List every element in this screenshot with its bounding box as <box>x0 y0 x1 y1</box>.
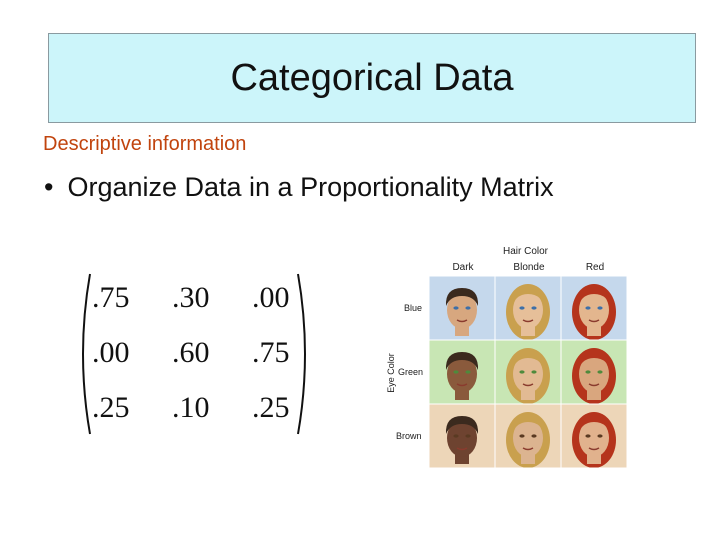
face-icon <box>429 340 495 404</box>
title-box: Categorical Data <box>48 33 696 123</box>
face-grid <box>429 276 627 468</box>
left-paren-icon <box>82 273 91 435</box>
matrix-cell: .25 <box>92 391 130 424</box>
face-portrait <box>495 404 561 468</box>
eye-color-label: Eye Color <box>386 353 396 393</box>
face-icon <box>561 404 627 468</box>
hair-eye-color-figure: Hair Color Dark Blonde Red Eye Color Blu… <box>378 244 627 476</box>
face-portrait <box>429 404 495 468</box>
face-portrait <box>561 276 627 340</box>
face-portrait <box>495 276 561 340</box>
row-label-blue: Blue <box>404 303 423 313</box>
column-label-red: Red <box>585 262 605 273</box>
face-portrait <box>429 276 495 340</box>
matrix-cell: .25 <box>252 391 290 424</box>
matrix-parentheses <box>82 273 306 435</box>
column-label-blonde: Blonde <box>513 262 545 273</box>
matrix-grid: .75 .30 .00 .00 .60 .75 .25 .10 .25 <box>92 276 322 441</box>
row-label-green: Green <box>398 367 424 377</box>
face-portrait <box>561 404 627 468</box>
matrix-cell: .60 <box>172 336 210 369</box>
face-icon <box>561 276 627 340</box>
face-portrait <box>429 340 495 404</box>
matrix-cell: .30 <box>172 281 210 314</box>
face-icon <box>561 340 627 404</box>
hair-color-label: Hair Color <box>503 246 549 257</box>
bullet-text: Organize Data in a Proportionality Matri… <box>67 172 554 202</box>
bullet-point: • Organize Data in a Proportionality Matr… <box>44 172 554 203</box>
column-label-dark: Dark <box>452 262 474 273</box>
matrix-cell: .10 <box>172 391 210 424</box>
proportionality-matrix: .75 .30 .00 .00 .60 .75 .25 .10 .25 <box>76 270 316 440</box>
right-paren-icon <box>297 273 306 435</box>
face-portrait <box>495 340 561 404</box>
row-label-brown: Brown <box>396 431 422 441</box>
matrix-cell: .75 <box>92 281 130 314</box>
matrix-cell: .00 <box>92 336 130 369</box>
face-icon <box>429 404 495 468</box>
face-icon <box>495 276 561 340</box>
face-portrait <box>561 340 627 404</box>
face-icon <box>495 340 561 404</box>
slide-subtitle: Descriptive information <box>43 133 247 155</box>
matrix-cell: .00 <box>252 281 290 314</box>
slide-title: Categorical Data <box>230 56 514 99</box>
matrix-cell: .75 <box>252 336 290 369</box>
bullet-icon: • <box>44 172 54 202</box>
face-icon <box>495 404 561 468</box>
face-icon <box>429 276 495 340</box>
